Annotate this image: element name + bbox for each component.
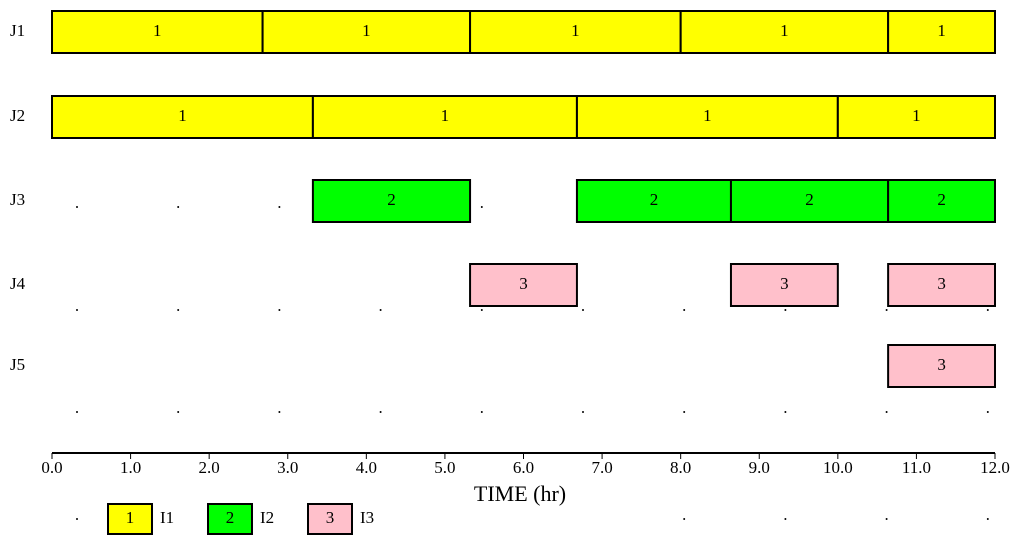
x-tick-label: 4.0 bbox=[356, 458, 377, 477]
task-bar bbox=[469, 10, 682, 54]
grid-dot bbox=[76, 411, 78, 413]
task-label: 1 bbox=[703, 106, 712, 125]
x-tick-label: 7.0 bbox=[591, 458, 612, 477]
task-label: 1 bbox=[571, 21, 580, 40]
task-label: 1 bbox=[441, 106, 450, 125]
grid-dot bbox=[885, 518, 888, 520]
grid-dot bbox=[76, 206, 78, 208]
row-label: J1 bbox=[10, 21, 25, 40]
task-bar bbox=[679, 10, 890, 54]
grid-dot bbox=[683, 309, 686, 311]
task-bar bbox=[261, 10, 472, 54]
task-label: 1 bbox=[178, 106, 187, 125]
task-label: 1 bbox=[912, 106, 921, 125]
x-tick-label: 10.0 bbox=[823, 458, 853, 477]
task-bar bbox=[469, 263, 578, 307]
task-bar bbox=[887, 344, 996, 388]
grid-dot bbox=[379, 411, 382, 413]
row-label: J4 bbox=[10, 274, 26, 293]
grid-dot bbox=[177, 309, 180, 311]
row-label: J2 bbox=[10, 106, 25, 125]
grid-dot bbox=[784, 518, 787, 520]
task-bar bbox=[836, 95, 996, 139]
x-tick-label: 9.0 bbox=[749, 458, 770, 477]
task-label: 1 bbox=[362, 21, 371, 40]
grid-dot bbox=[278, 309, 281, 311]
task-bar bbox=[887, 263, 996, 307]
grid-dot bbox=[986, 518, 989, 520]
task-bar bbox=[311, 179, 472, 223]
task-bar bbox=[887, 10, 996, 54]
grid-dot bbox=[582, 411, 584, 413]
x-axis-title: TIME (hr) bbox=[474, 481, 566, 506]
grid-dot bbox=[885, 309, 888, 311]
grid-dot bbox=[683, 518, 686, 520]
task-label: 3 bbox=[780, 274, 789, 293]
grid-dot bbox=[480, 309, 483, 311]
x-tick-label: 6.0 bbox=[513, 458, 534, 477]
legend-swatch bbox=[307, 503, 353, 535]
task-bar bbox=[887, 179, 996, 223]
grid-dot bbox=[76, 518, 78, 520]
task-label: 2 bbox=[387, 190, 396, 209]
legend-label: I2 bbox=[260, 508, 274, 527]
task-label: 1 bbox=[153, 21, 162, 40]
grid-dot bbox=[784, 411, 787, 413]
x-tick-label: 0.0 bbox=[41, 458, 62, 477]
grid-dot bbox=[177, 411, 180, 413]
grid-dot bbox=[177, 206, 180, 208]
legend-swatch-label: 3 bbox=[326, 508, 335, 527]
grid-dot bbox=[278, 206, 281, 208]
grid-dot bbox=[986, 411, 989, 413]
x-tick-label: 1.0 bbox=[120, 458, 141, 477]
task-label: 2 bbox=[650, 190, 659, 209]
legend-swatch-label: 2 bbox=[226, 508, 235, 527]
task-label: 1 bbox=[937, 21, 946, 40]
x-tick-label: 12.0 bbox=[980, 458, 1010, 477]
legend-swatch bbox=[107, 503, 153, 535]
grid-dot bbox=[379, 309, 382, 311]
task-label: 1 bbox=[780, 21, 789, 40]
x-tick-label: 2.0 bbox=[199, 458, 220, 477]
grid-dot bbox=[683, 411, 686, 413]
legend-swatch-label: 1 bbox=[126, 508, 135, 527]
task-label: 3 bbox=[519, 274, 528, 293]
x-tick-label: 5.0 bbox=[434, 458, 455, 477]
grid-dot bbox=[582, 309, 584, 311]
grid-dot bbox=[480, 206, 483, 208]
grid-dot bbox=[76, 309, 78, 311]
grid-dot bbox=[278, 411, 281, 413]
task-bar bbox=[51, 10, 264, 54]
task-label: 2 bbox=[805, 190, 814, 209]
grid-dot bbox=[885, 411, 888, 413]
row-label: J5 bbox=[10, 355, 25, 374]
task-label: 2 bbox=[937, 190, 946, 209]
legend-label: I3 bbox=[360, 508, 374, 527]
grid-dot bbox=[480, 411, 483, 413]
legend-label: I1 bbox=[160, 508, 174, 527]
task-bar bbox=[729, 263, 839, 307]
grid-dot bbox=[784, 309, 787, 311]
task-bar bbox=[51, 95, 314, 139]
x-tick-label: 3.0 bbox=[277, 458, 298, 477]
x-tick-label: 11.0 bbox=[902, 458, 931, 477]
task-label: 3 bbox=[937, 274, 946, 293]
legend-swatch bbox=[207, 503, 253, 535]
x-tick-label: 8.0 bbox=[670, 458, 691, 477]
task-label: 3 bbox=[937, 355, 946, 374]
grid-dot bbox=[986, 309, 989, 311]
row-label: J3 bbox=[10, 190, 25, 209]
